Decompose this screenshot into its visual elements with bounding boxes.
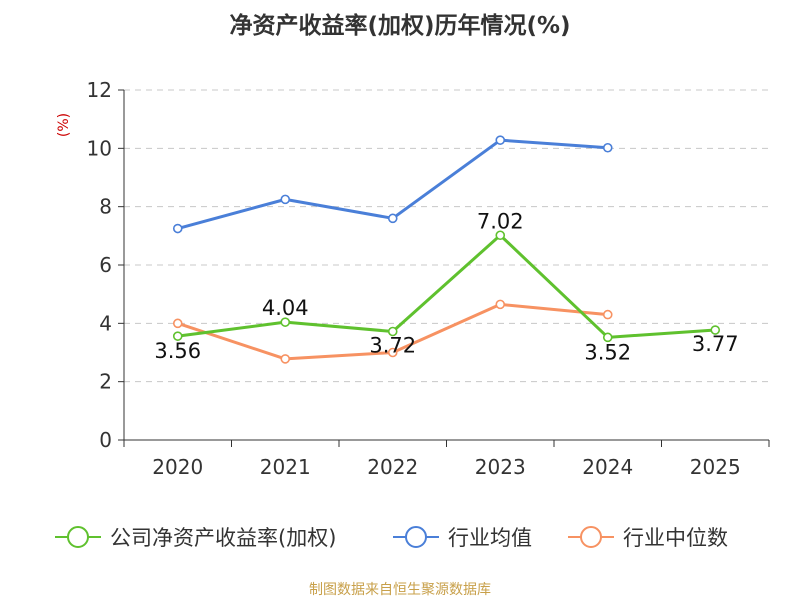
y-tick-label: 12 xyxy=(87,78,112,102)
data-label: 3.72 xyxy=(369,334,416,358)
grid-lines xyxy=(124,89,769,383)
data-point[interactable] xyxy=(602,309,613,320)
data-point[interactable] xyxy=(602,332,613,343)
series-2 xyxy=(172,299,613,364)
series-line xyxy=(177,233,716,339)
source-note: 制图数据来自恒生聚源数据库 xyxy=(309,582,491,598)
data-label: 7.02 xyxy=(477,209,524,233)
data-point[interactable] xyxy=(280,194,291,205)
data-label: 3.56 xyxy=(154,339,201,363)
chart-title: 净资产收益率(加权)历年情况(%) xyxy=(229,12,570,39)
y-tick-label: 8 xyxy=(99,195,112,219)
data-point[interactable] xyxy=(172,223,183,234)
data-point[interactable] xyxy=(495,230,506,241)
legend-label: 公司净资产收益率(加权) xyxy=(110,526,336,550)
data-point[interactable] xyxy=(280,317,291,327)
x-tick-label: 2021 xyxy=(260,455,311,479)
x-tick-label: 2020 xyxy=(152,455,203,479)
legend-marker xyxy=(67,526,89,548)
data-point[interactable] xyxy=(495,135,506,145)
y-tick-label: 6 xyxy=(99,253,112,277)
x-tick-label: 2023 xyxy=(475,455,526,479)
legend-item-2[interactable]: 行业中位数 xyxy=(568,526,728,550)
data-point[interactable] xyxy=(387,347,398,358)
y-tick-label: 0 xyxy=(99,428,112,452)
data-point[interactable] xyxy=(602,142,613,153)
legend-label: 行业均值 xyxy=(448,526,532,550)
data-point[interactable] xyxy=(280,354,291,364)
series-layer xyxy=(172,135,721,364)
legend: 公司净资产收益率(加权) 行业均值 行业中位数 xyxy=(55,526,728,550)
data-point[interactable] xyxy=(387,326,398,337)
data-point[interactable] xyxy=(710,325,721,335)
legend-label: 行业中位数 xyxy=(623,526,728,550)
x-tick-label: 2024 xyxy=(582,455,633,479)
y-tick-label: 4 xyxy=(99,311,112,335)
x-tick-label: 2025 xyxy=(690,455,741,479)
y-tick-label: 10 xyxy=(87,136,112,160)
data-labels: 3.56 4.04 3.72 7.02 3.52 3.77 xyxy=(154,209,738,364)
data-point[interactable] xyxy=(387,213,398,224)
y-axis-label: (%) xyxy=(56,113,72,137)
series-1 xyxy=(172,135,613,234)
data-label: 3.52 xyxy=(584,340,631,364)
series-0 xyxy=(172,230,721,343)
legend-item-0[interactable]: 公司净资产收益率(加权) xyxy=(55,526,336,550)
y-tick-label: 2 xyxy=(99,370,112,394)
data-point[interactable] xyxy=(172,318,183,329)
data-point[interactable] xyxy=(172,331,183,341)
legend-marker xyxy=(580,526,602,548)
data-label: 3.77 xyxy=(692,332,739,356)
data-point[interactable] xyxy=(495,299,506,310)
axes: 0 2 4 6 8 10 12 2020 2021 2022 2023 2024 2025 xyxy=(87,78,770,479)
data-label: 4.04 xyxy=(262,296,309,320)
x-tick-label: 2022 xyxy=(367,455,418,479)
legend-marker xyxy=(405,526,427,548)
legend-item-1[interactable]: 行业均值 xyxy=(393,526,532,550)
